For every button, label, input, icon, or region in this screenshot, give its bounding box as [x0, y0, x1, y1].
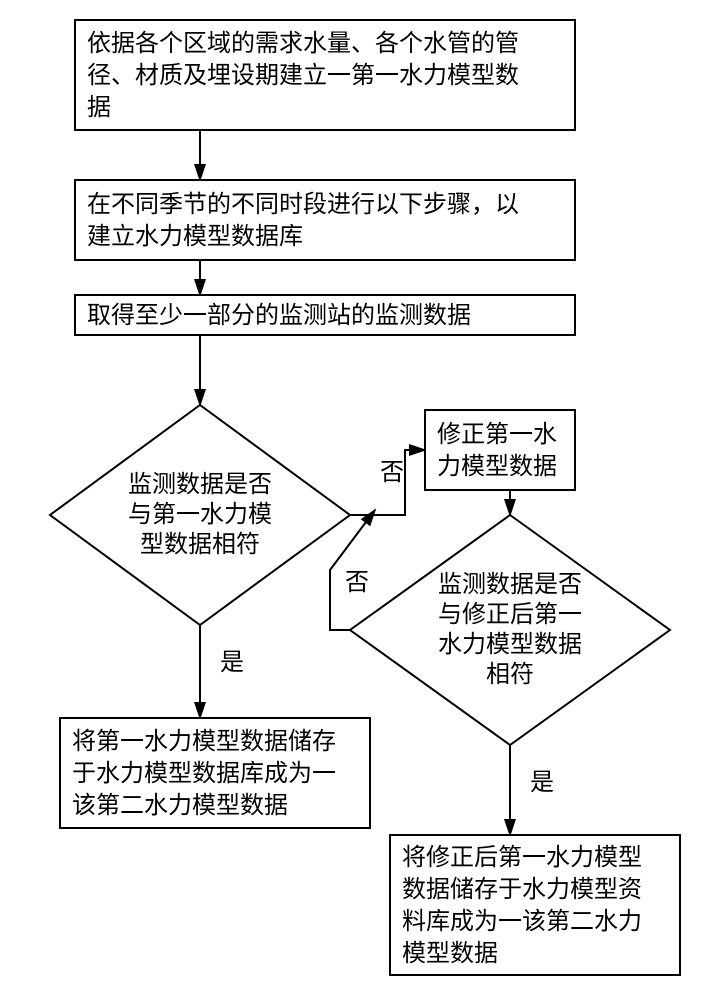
box-text: 于水力模型数据库成为一: [72, 760, 336, 787]
diamond-text: 型数据相符: [140, 531, 260, 558]
edge-label: 否: [345, 570, 369, 596]
diamond-text: 与修正后第一: [438, 601, 582, 628]
box-text: 据: [87, 94, 111, 121]
box-text: 模型数据: [402, 940, 498, 967]
diamond-text: 监测数据是否: [128, 471, 272, 498]
box-text: 修正第一水: [437, 421, 557, 448]
box-text: 取得至少一部分的监测站的监测数据: [87, 302, 471, 329]
flowchart-canvas: 否是 否是 依据各个区域的需求水量、各个水管的管径、材质及埋设期建立一第一水力模型数…: [0, 0, 709, 1000]
box-text: 径、材质及埋设期建立一第一水力模型数: [87, 62, 519, 89]
edge-label: 否: [380, 460, 404, 486]
decision-diamond: [350, 515, 670, 745]
diamond-text: 与第一水力模: [128, 501, 272, 528]
diamond-text: 监测数据是否: [438, 571, 582, 598]
diamond-text: 相符: [486, 661, 534, 688]
box-text: 该第二水力模型数据: [72, 792, 288, 819]
edge-label: 是: [220, 650, 244, 676]
box-text: 在不同季节的不同时段进行以下步骤，以: [87, 191, 519, 218]
diamond-text: 水力模型数据: [438, 631, 582, 658]
box-text: 料库成为一该第二水力: [402, 908, 642, 935]
box-text: 数据储存于水力模型资: [402, 876, 642, 903]
box-text: 将第一水力模型数据储存: [72, 728, 336, 755]
edge-label: 是: [530, 770, 554, 796]
box-text: 将修正后第一水力模型: [402, 844, 642, 871]
box-text: 建立水力模型数据库: [87, 223, 303, 250]
box-text: 依据各个区域的需求水量、各个水管的管: [87, 30, 519, 57]
box-text: 力模型数据: [437, 453, 557, 480]
